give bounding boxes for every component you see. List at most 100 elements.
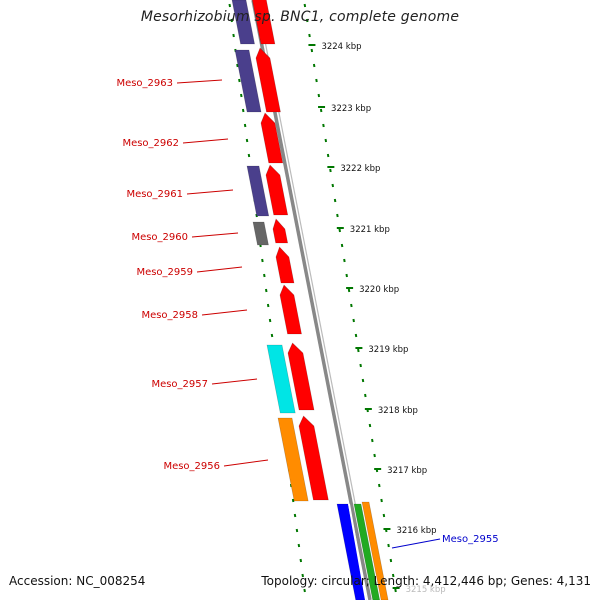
ruler-minor-tick xyxy=(338,228,341,233)
ruler-tick-label: 3219 kbp xyxy=(368,345,408,355)
ruler-minor-tick xyxy=(324,138,328,143)
ruler-tick-label: 3217 kbp xyxy=(387,466,427,476)
gene-label: Meso_2962 xyxy=(122,138,179,149)
ruler-minor-tick xyxy=(357,348,360,353)
inner-tick xyxy=(295,528,299,533)
ruler-tick-label: 3222 kbp xyxy=(340,164,380,174)
ruler-minor-tick xyxy=(378,483,381,488)
ruler-minor-tick xyxy=(315,78,318,83)
ruler-minor-tick xyxy=(343,258,346,263)
inner-tick xyxy=(299,558,303,563)
cog-band xyxy=(277,417,309,502)
gene-arrow xyxy=(275,246,295,284)
inner-tick xyxy=(238,78,241,83)
cog-band xyxy=(266,344,296,414)
inner-tick xyxy=(270,333,274,338)
ruler-tick-label: 3215 kbp xyxy=(406,585,446,595)
ruler-tick-label: 3223 kbp xyxy=(331,104,371,114)
inner-tick xyxy=(241,108,245,113)
accession-label: Accession: NC_008254 xyxy=(9,574,146,588)
gene-leader-line xyxy=(391,538,441,549)
cog-band xyxy=(234,49,262,113)
inner-tick xyxy=(293,513,297,518)
gene-leader-line xyxy=(186,189,234,195)
gene-leader-line xyxy=(223,459,269,467)
gene-arrow xyxy=(252,0,276,45)
inner-tick xyxy=(236,63,239,68)
ruler-minor-tick xyxy=(319,108,323,113)
ruler-minor-tick xyxy=(350,303,353,308)
gene-leader-line xyxy=(182,138,229,144)
ruler-minor-tick xyxy=(361,378,365,383)
ruler-minor-tick xyxy=(389,558,393,563)
ruler-minor-tick xyxy=(329,168,332,173)
gene-label: Meso_2957 xyxy=(151,379,208,390)
ruler-minor-tick xyxy=(345,273,348,278)
ruler-minor-tick xyxy=(371,438,374,443)
gene-label: Meso_2955 xyxy=(442,534,499,545)
ruler-minor-tick xyxy=(331,183,335,188)
inner-tick xyxy=(261,258,264,263)
gene-leader-line xyxy=(191,232,239,238)
inner-tick xyxy=(301,573,304,578)
inner-tick xyxy=(228,3,231,8)
inner-tick xyxy=(247,153,251,158)
cog-band xyxy=(231,0,255,45)
inner-tick xyxy=(263,273,266,278)
inner-tick xyxy=(268,318,272,323)
ruler-minor-tick xyxy=(368,423,372,428)
genome-summary: Topology: circular; Length: 4,412,446 bp… xyxy=(261,574,591,588)
ruler-minor-tick xyxy=(317,93,321,98)
ruler-minor-tick xyxy=(308,33,311,38)
gene-label: Meso_2956 xyxy=(163,461,220,472)
ruler-minor-tick xyxy=(347,288,351,293)
gene-leader-line xyxy=(211,378,258,385)
gene-arrow xyxy=(272,218,289,244)
inner-tick xyxy=(243,123,247,128)
cog-band xyxy=(252,221,269,246)
ruler-minor-tick xyxy=(352,318,355,323)
ruler-minor-tick xyxy=(336,213,339,218)
inner-tick xyxy=(266,303,270,308)
inner-tick xyxy=(232,33,235,38)
gene-leader-line xyxy=(196,266,243,273)
gene-leader-line xyxy=(201,309,248,316)
ruler-tick-label: 3218 kbp xyxy=(378,406,418,416)
ruler-minor-tick xyxy=(322,123,325,128)
ruler-minor-tick xyxy=(382,513,386,518)
band-gap xyxy=(348,503,367,601)
inner-tick xyxy=(291,498,295,503)
inner-tick xyxy=(303,588,306,593)
ruler-minor-tick xyxy=(364,393,367,398)
ruler-minor-tick xyxy=(305,18,309,23)
gene-label: Meso_2959 xyxy=(136,267,193,278)
ruler-minor-tick xyxy=(312,63,316,68)
ruler-minor-tick xyxy=(359,363,362,368)
gene-label: Meso_2960 xyxy=(131,232,188,243)
ruler-minor-tick xyxy=(303,3,307,8)
ruler-minor-tick xyxy=(326,153,330,158)
ruler-minor-tick xyxy=(380,498,383,503)
map-title: Mesorhizobium sp. BNC1, complete genome xyxy=(140,9,460,25)
ruler-tick-label: 3221 kbp xyxy=(350,225,390,235)
gene-arrow xyxy=(255,47,281,113)
gene-label: Meso_2963 xyxy=(116,78,173,89)
ruler-tick-label: 3216 kbp xyxy=(396,526,436,536)
ruler-minor-tick xyxy=(373,453,376,458)
ruler-tick-label: 3224 kbp xyxy=(321,42,361,52)
gene-label: Meso_2958 xyxy=(141,310,198,321)
inner-tick xyxy=(245,138,249,143)
inner-tick xyxy=(240,93,243,98)
gene-label: Meso_2961 xyxy=(126,189,183,200)
ruler-minor-tick xyxy=(394,588,397,593)
ruler-minor-tick xyxy=(391,573,395,578)
gene-arrow xyxy=(298,415,329,501)
ruler-minor-tick xyxy=(333,198,337,203)
ruler-minor-tick xyxy=(387,543,390,548)
inner-tick xyxy=(265,288,268,293)
ruler-minor-tick xyxy=(354,333,358,338)
gene-arrow xyxy=(287,342,315,411)
gene-leader-line xyxy=(176,79,223,84)
